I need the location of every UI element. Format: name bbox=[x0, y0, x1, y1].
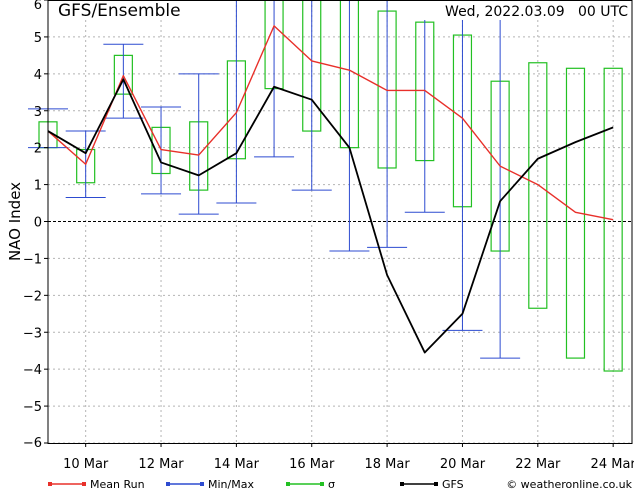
legend-swatch-dot bbox=[48, 482, 52, 486]
legend-swatch-dot bbox=[400, 482, 404, 486]
legend-swatch-dot bbox=[434, 482, 438, 486]
x-tick-label: 12 Mar bbox=[138, 457, 184, 472]
y-tick-label: 6 bbox=[34, 0, 42, 13]
y-tick-label: −5 bbox=[23, 400, 42, 415]
chart-title: GFS/Ensemble bbox=[58, 1, 181, 21]
y-tick-label: 4 bbox=[34, 68, 42, 83]
y-tick-label: 1 bbox=[34, 179, 42, 194]
legend-label: σ bbox=[328, 478, 335, 490]
y-tick-label: −3 bbox=[23, 326, 42, 341]
y-tick-label: 2 bbox=[34, 142, 42, 157]
subtitle-background bbox=[410, 1, 631, 20]
x-tick-label: 16 Mar bbox=[289, 457, 335, 472]
mean-run-line bbox=[47, 25, 614, 221]
x-tick-label: 14 Mar bbox=[214, 457, 260, 472]
y-axis-label: NAO Index bbox=[6, 182, 24, 261]
sigma-box bbox=[565, 67, 586, 359]
y-tick-label: 0 bbox=[34, 216, 42, 231]
axes: −6 −5 −4 −3 −2 −1 0 1 2 3 4 5 6 10 Mar 12 Mar 14 Mar 16 … bbox=[23, 0, 634, 472]
title-background bbox=[54, 1, 210, 20]
y-tick-label: −1 bbox=[23, 252, 42, 267]
minmax-bars bbox=[28, 0, 521, 359]
x-tick-label: 18 Mar bbox=[364, 457, 410, 472]
y-tick-label: 5 bbox=[34, 31, 42, 46]
legend-label: Min/Max bbox=[208, 478, 254, 490]
chart-subtitle: Wed, 2022.03.09 00 UTC bbox=[445, 4, 628, 20]
y-tick-label: −2 bbox=[23, 289, 42, 304]
legend-swatch-dot bbox=[166, 482, 170, 486]
legend-swatch-dot bbox=[320, 482, 324, 486]
legend-swatch-dot bbox=[200, 482, 204, 486]
x-tick-label: 22 Mar bbox=[515, 457, 561, 472]
sigma-box bbox=[528, 62, 548, 309]
legend-swatch-dot bbox=[286, 482, 290, 486]
series-lines bbox=[47, 25, 614, 354]
legend: Mean Run Min/Max σ GFS bbox=[48, 478, 464, 490]
sigma-box bbox=[603, 67, 623, 372]
x-tick-label: 20 Mar bbox=[440, 457, 486, 472]
gfs-line bbox=[47, 78, 614, 354]
legend-swatch-dot bbox=[82, 482, 86, 486]
x-tick-label: 10 Mar bbox=[63, 457, 109, 472]
y-tick-label: −4 bbox=[23, 363, 42, 378]
legend-label: GFS bbox=[442, 478, 464, 490]
sigma-boxes bbox=[38, 0, 623, 372]
credit-text: © weatheronline.co.uk bbox=[506, 478, 632, 490]
legend-label: Mean Run bbox=[90, 478, 145, 490]
y-tick-label: 3 bbox=[34, 105, 42, 120]
y-tick-label: −6 bbox=[23, 436, 42, 451]
x-tick-label: 24 Mar bbox=[591, 457, 634, 472]
